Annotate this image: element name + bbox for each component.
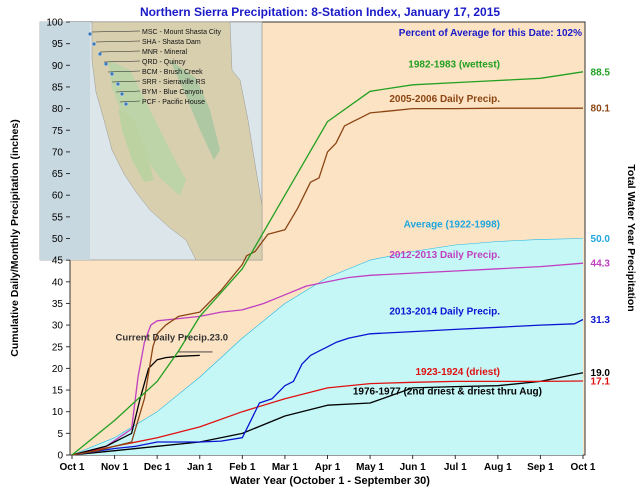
y-tick-label: 20 <box>52 364 64 375</box>
x-tick-label: Nov 1 <box>101 462 129 473</box>
series-total-y2012: 44.3 <box>591 259 611 270</box>
y-tick-label: 55 <box>52 212 64 223</box>
x-tick-label: Jan 1 <box>187 462 213 473</box>
series-label-average: Average (1922-1998) <box>404 220 500 231</box>
series-line-driest <box>71 380 584 456</box>
station-marker-bcm <box>109 71 115 77</box>
y-tick-label: 95 <box>52 39 64 50</box>
series-line-wettest <box>71 71 584 456</box>
x-axis: Oct 1 Nov 1 Dec 1 Jan 1 Feb 1 Mar 1 Apr 1 May 1… <box>59 455 596 473</box>
series-labels: 1982-1983 (wettest) 88.5 2005-2006 Daily P… <box>116 59 611 397</box>
y-axis-label-right: Total Water Year Precipitation <box>625 164 637 311</box>
map-legend-item: MNR - Mineral <box>142 49 188 56</box>
series-total-y2013: 31.3 <box>591 315 611 326</box>
map-legend-item: MSC - Mount Shasta City <box>142 29 221 36</box>
percent-of-average: Percent of Average for this Date: 102% <box>399 28 582 39</box>
series-label-y2005: 2005-2006 Daily Precip. <box>389 94 500 105</box>
y-tick-label: 100 <box>46 18 63 29</box>
y-tick-label: 45 <box>52 256 64 267</box>
map-legend-leader <box>119 100 141 103</box>
map-legend-leader <box>99 50 141 53</box>
series-label-y1976: 1976-1977 (2nd driest & driest thru Aug) <box>353 386 542 397</box>
station-markers <box>87 31 129 107</box>
x-tick-label: Dec 1 <box>144 462 171 473</box>
station-marker-pcf <box>123 101 129 107</box>
series-total-y1976: 19.0 <box>591 368 611 379</box>
series-line-y2012 <box>71 262 584 456</box>
chart-title: Northern Sierra Precipitation: 8-Station… <box>140 5 500 19</box>
x-tick-label: Oct 1 <box>570 462 595 473</box>
map-legend-item: BCM - Brush Creek <box>142 69 203 76</box>
station-marker-srr <box>115 81 121 87</box>
x-axis-label: Water Year (October 1 - September 30) <box>230 475 430 487</box>
series-label-wettest: 1982-1983 (wettest) <box>408 59 500 70</box>
map-legend: MSC - Mount Shasta City SHA - Shasta Dam M… <box>91 29 221 106</box>
map-legend-leader <box>107 70 141 73</box>
y-tick-label: 40 <box>52 277 64 288</box>
y-tick-label: 10 <box>52 407 64 418</box>
map-legend-item: SHA - Shasta Dam <box>142 39 201 46</box>
x-tick-label: Sep 1 <box>527 462 554 473</box>
y-tick-label: 65 <box>52 169 64 180</box>
y-tick-label: 70 <box>52 147 64 158</box>
series-line-average <box>71 238 584 456</box>
y-tick-label: 50 <box>52 234 64 245</box>
y-tick-label: 5 <box>57 429 63 440</box>
y-tick-label: 15 <box>52 386 64 397</box>
series-label-current: Current Daily Precip.23.0 <box>116 332 228 343</box>
y-tick-label: 35 <box>52 299 64 310</box>
map-legend-item: BYM - Blue Canyon <box>142 89 204 96</box>
x-tick-label: Jun 1 <box>400 462 427 473</box>
x-tick-label: Oct 1 <box>59 462 84 473</box>
map-legend-item: QRD - Quincy <box>142 59 186 66</box>
map-legend-leader <box>103 60 141 63</box>
y-tick-label: 80 <box>52 104 64 115</box>
x-tick-label: Feb 1 <box>229 462 256 473</box>
map-legend-leader <box>95 40 141 43</box>
x-tick-label: Apr 1 <box>315 462 341 473</box>
map-legend-leader <box>115 90 141 93</box>
x-tick-label: Mar 1 <box>272 462 299 473</box>
map-legend-leader <box>111 80 141 83</box>
y-tick-label: 0 <box>57 451 63 462</box>
y-tick-label: 75 <box>52 126 64 137</box>
series-line-y2013 <box>71 318 584 456</box>
series-total-wettest: 88.5 <box>591 67 611 78</box>
series-label-driest: 1923-1924 (driest) <box>416 367 501 378</box>
series-label-y2012: 2012-2013 Daily Precip. <box>389 250 500 261</box>
station-marker-qrd <box>103 61 109 67</box>
series-total-average: 50.0 <box>591 234 611 245</box>
series-total-y2005: 80.1 <box>591 104 611 115</box>
y-tick-label: 90 <box>52 61 64 72</box>
x-tick-label: Aug 1 <box>484 462 512 473</box>
station-marker-mnr <box>97 51 103 57</box>
series-line-current <box>71 354 200 456</box>
station-marker-bym <box>119 91 125 97</box>
y-tick-label: 60 <box>52 191 64 202</box>
station-marker-sha <box>91 41 97 47</box>
y-tick-label: 85 <box>52 82 64 93</box>
map-legend-item: PCF - Pacific House <box>142 99 205 106</box>
series-label-y2013: 2013-2014 Daily Precip. <box>389 306 500 317</box>
y-tick-label: 30 <box>52 321 64 332</box>
series-layer <box>71 71 584 456</box>
x-tick-label: May 1 <box>356 462 384 473</box>
map-legend-leader <box>91 30 141 33</box>
x-tick-label: Jul 1 <box>444 462 467 473</box>
y-axis: 0 5 10 15 20 25 30 35 40 45 50 55 60 65 70 75 80 85 90 95 10… <box>46 18 70 462</box>
y-axis-label: Cumulative Daily/Monthly Precipitation (… <box>9 119 21 356</box>
series-line-y1976 <box>71 372 584 456</box>
station-marker-msc <box>87 31 93 37</box>
y-tick-label: 25 <box>52 342 64 353</box>
series-line-y2005 <box>71 107 583 456</box>
map-legend-item: SRR - Sierraville RS <box>142 79 206 86</box>
california-map-inset: MSC - Mount Shasta City SHA - Shasta Dam M… <box>39 21 263 261</box>
series-total-driest: 17.1 <box>591 376 611 387</box>
